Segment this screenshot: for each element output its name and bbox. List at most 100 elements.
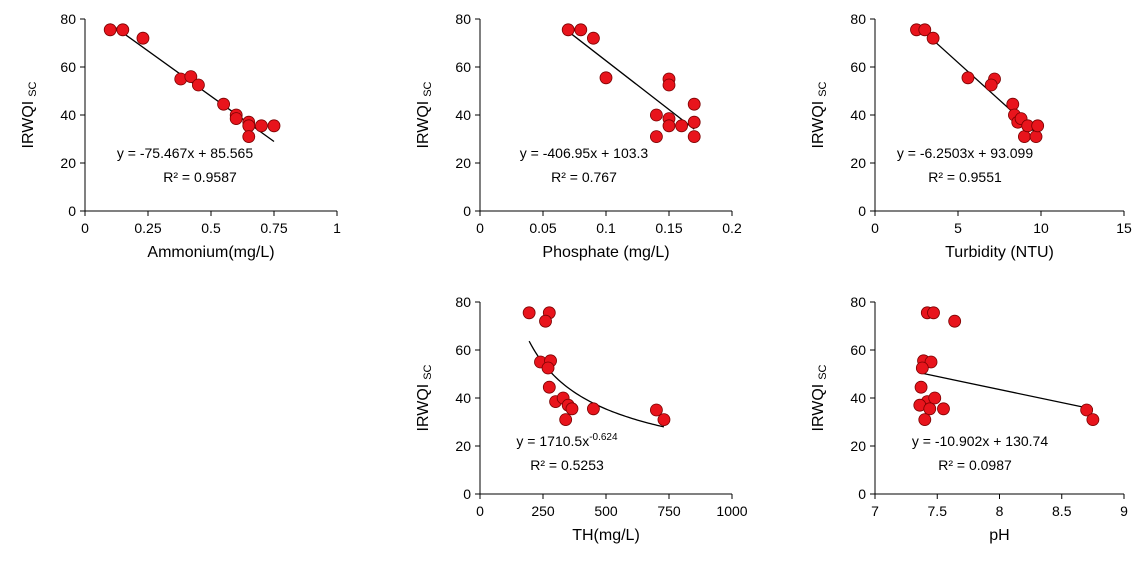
y-tick-label: 80 (850, 11, 866, 27)
trendline-equation-main: y = -406.95x + 103.3 (520, 145, 649, 161)
data-point (542, 380, 556, 394)
data-point (1086, 413, 1100, 427)
y-tick-label: 0 (463, 486, 471, 502)
data-point (918, 23, 932, 37)
data-point (565, 402, 579, 416)
x-tick-label: 750 (657, 503, 681, 519)
data-point (687, 130, 701, 144)
data-point (915, 361, 929, 375)
data-point (541, 361, 555, 375)
x-tick-label: 0 (476, 503, 484, 519)
trendline-equation: y = 1710.5x-0.624 (516, 432, 618, 449)
y-tick-label: 40 (455, 107, 471, 123)
data-point (657, 413, 671, 427)
scatter-panel: 0 20 40 60 80 0 5 10 15 Turbidity (NTU) IRWQI SC y =… (810, 11, 1132, 261)
data-point (948, 314, 962, 328)
y-tick-label: 0 (858, 203, 866, 219)
x-tick-label: 0 (81, 220, 89, 236)
x-tick-label: 0.75 (260, 220, 287, 236)
data-point (687, 115, 701, 129)
data-point (136, 31, 150, 45)
data-point (229, 112, 243, 125)
trendline-equation: y = -10.902x + 130.74 (912, 433, 1048, 449)
x-tick-label: 10 (1033, 220, 1049, 236)
y-tick-label: 0 (68, 203, 76, 219)
y-tick-label: 0 (463, 203, 471, 219)
x-tick-label: 8.5 (1052, 503, 1072, 519)
x-tick-label: 0.15 (655, 220, 682, 236)
x-tick-label: 0 (476, 220, 484, 236)
data-point (937, 402, 950, 416)
data-point (924, 355, 938, 369)
data-point (587, 31, 600, 45)
data-point (522, 306, 536, 320)
y-axis-label: IRWQI SC (810, 81, 829, 148)
y-axis-label: IRWQI SC (20, 81, 39, 148)
scatter-panel: 0 20 40 60 80 7 7.5 8 8.5 9 pH IRWQI SC y = -10.902x … (810, 294, 1128, 544)
x-tick-label: 7.5 (928, 503, 948, 519)
scatter-panel: 0 20 40 60 80 0 0.05 0.1 0.15 0.2 Phosphate (mg/L)… (415, 11, 742, 261)
data-point (184, 70, 198, 83)
y-axis-label-main: IRWQI (20, 101, 37, 149)
y-tick-label: 0 (858, 486, 866, 502)
x-tick-label: 0.05 (529, 220, 556, 236)
data-point (662, 119, 676, 133)
data-point (574, 23, 588, 37)
x-tick-label: 0.1 (596, 220, 616, 236)
y-axis-label-sub: SC (422, 81, 434, 96)
y-axis-label: IRWQI SC (415, 81, 434, 148)
trendline-r2: R² = 0.9551 (928, 169, 1002, 185)
x-tick-label: 15 (1116, 220, 1132, 236)
data-point (923, 402, 937, 416)
trendline-equation: y = -406.95x + 103.3 (520, 145, 649, 161)
x-axis-label: Turbidity (NTU) (945, 244, 1054, 261)
data-point (242, 119, 256, 133)
data-point (559, 413, 573, 427)
y-axis-label-sub: SC (817, 81, 829, 96)
trendline-equation: y = -6.2503x + 93.099 (897, 145, 1033, 161)
trendline-r2: R² = 0.9587 (163, 169, 237, 185)
x-axis-label: TH(mg/L) (572, 527, 640, 544)
scatter-panel: 0 20 40 60 80 0 0.25 0.5 0.75 1 Ammonium(mg/L) IRWQ… (20, 11, 341, 261)
x-tick-label: 7 (871, 503, 879, 519)
data-point (217, 97, 231, 111)
data-point (103, 23, 117, 37)
trendline (567, 30, 695, 130)
data-point (926, 31, 940, 45)
data-point (191, 78, 205, 92)
y-tick-label: 80 (455, 294, 471, 310)
trendline-equation-main: y = -75.467x + 85.565 (117, 145, 253, 161)
y-axis-label-main: IRWQI (810, 384, 827, 432)
data-point (675, 119, 688, 133)
scatter-panel: 0 20 40 60 80 0 250 500 750 1000 TH(mg/L) IRWQI SC y … (415, 294, 748, 544)
trendline-equation-main: y = 1710.5x (516, 433, 589, 449)
data-point (918, 413, 932, 427)
data-point (984, 78, 998, 92)
data-point (267, 119, 281, 133)
data-point (927, 306, 940, 320)
trendline-equation-exponent: -0.624 (589, 432, 618, 443)
data-point (662, 78, 676, 92)
trendline-equation-main: y = -6.2503x + 93.099 (897, 145, 1033, 161)
x-tick-label: 5 (954, 220, 962, 236)
data-point (1031, 119, 1045, 133)
data-point (650, 130, 663, 144)
y-tick-label: 40 (60, 107, 76, 123)
x-tick-label: 9 (1120, 503, 1128, 519)
data-point (242, 130, 256, 144)
data-point (687, 97, 701, 111)
y-axis-label-sub: SC (422, 364, 434, 379)
data-point (650, 108, 663, 122)
data-point (961, 71, 975, 85)
x-tick-label: 1 (333, 220, 341, 236)
y-axis-label-sub: SC (817, 364, 829, 379)
x-axis-label: Ammonium(mg/L) (147, 244, 274, 261)
data-point (1006, 97, 1020, 111)
x-tick-label: 0.2 (722, 220, 742, 236)
data-point (599, 71, 613, 85)
data-point (1018, 130, 1031, 144)
trendline-r2: R² = 0.0987 (938, 457, 1012, 473)
trendline-r2: R² = 0.5253 (530, 457, 604, 473)
data-point (539, 314, 552, 328)
